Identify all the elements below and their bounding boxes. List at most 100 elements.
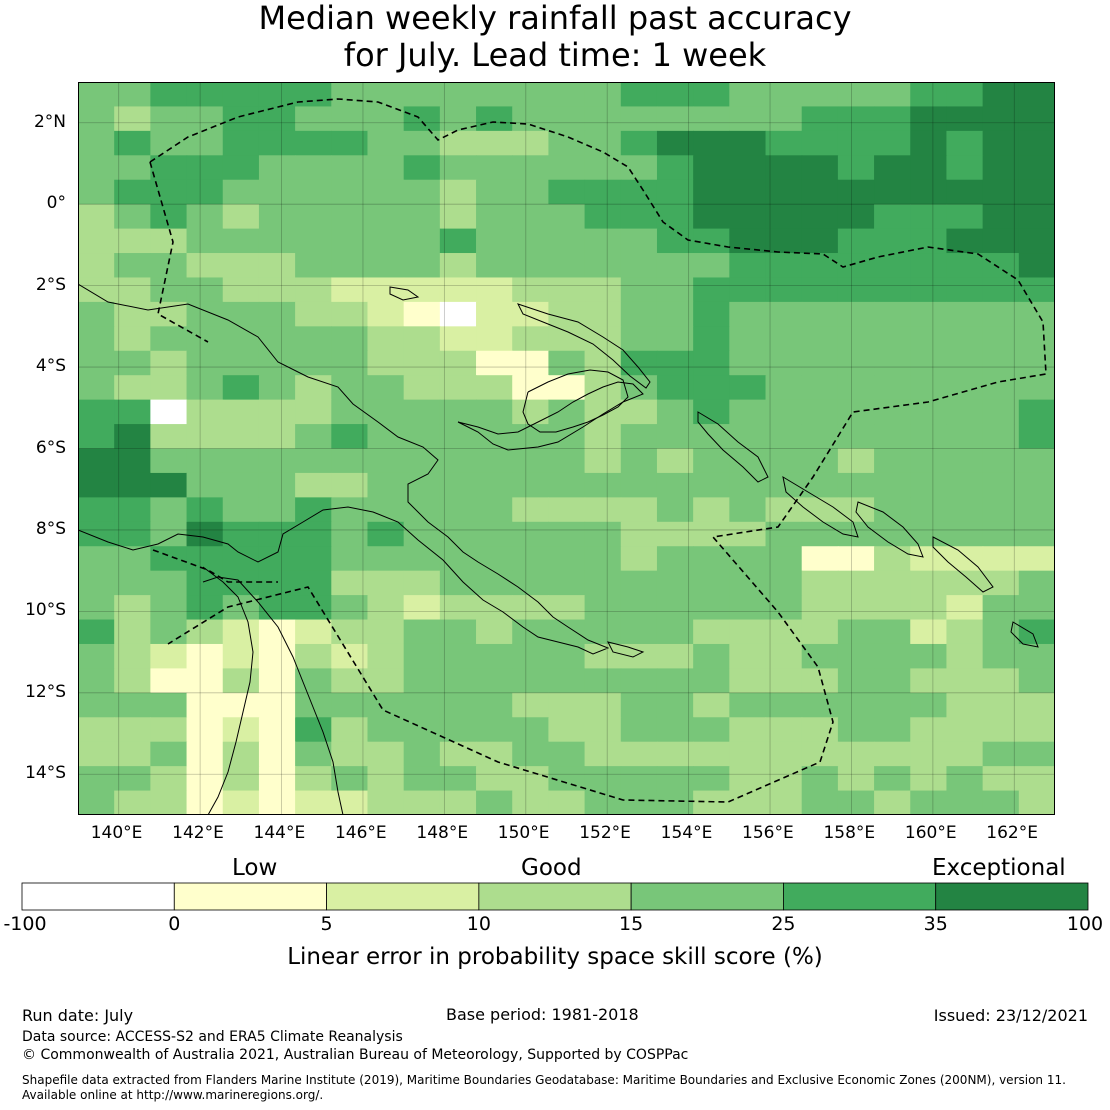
grid-cell	[729, 619, 767, 645]
grid-cell	[656, 595, 694, 621]
grid-cell	[910, 106, 948, 132]
grid-cell	[512, 766, 550, 792]
grid-cell	[693, 106, 730, 132]
grid-cell	[367, 130, 405, 156]
grid-cell	[693, 570, 730, 596]
grid-cell	[837, 448, 875, 474]
grid-cell	[837, 692, 875, 718]
grid-cell	[801, 204, 839, 230]
grid-cell	[584, 497, 622, 523]
grid-cell	[620, 82, 658, 108]
grid-cell	[982, 179, 1020, 205]
grid-cell	[439, 521, 477, 547]
grid-cell	[403, 643, 441, 669]
grid-cell	[295, 741, 332, 767]
grid-cell	[476, 399, 513, 425]
grid-cell	[403, 766, 441, 792]
colorbar-swatch	[173, 882, 327, 911]
grid-cell	[1018, 253, 1056, 279]
grid-cell	[801, 399, 839, 425]
grid-cell	[331, 350, 369, 376]
grid-cell	[946, 717, 984, 743]
grid-cell	[403, 130, 441, 156]
grid-cell	[476, 521, 513, 547]
coastline-solomons-a	[782, 475, 859, 538]
grid-cell	[476, 668, 513, 694]
grid-cell	[982, 448, 1020, 474]
grid-cell	[620, 228, 658, 254]
grid-cell	[403, 301, 441, 327]
grid-cell	[222, 253, 260, 279]
grid-cell	[331, 790, 369, 816]
grid-cell	[258, 350, 296, 376]
grid-cell	[765, 399, 803, 425]
grid-cell	[620, 643, 658, 669]
grid-cell	[1018, 130, 1056, 156]
grid-cell	[114, 595, 151, 621]
grid-cell	[258, 643, 296, 669]
grid-cell	[910, 570, 948, 596]
grid-cell	[837, 595, 875, 621]
grid-cell	[114, 692, 151, 718]
grid-cell	[476, 741, 513, 767]
grid-cell	[114, 448, 151, 474]
grid-cell	[801, 326, 839, 352]
grid-cell	[584, 595, 622, 621]
grid-cell	[693, 326, 730, 352]
grid-cell	[982, 790, 1020, 816]
grid-cell	[222, 790, 260, 816]
grid-cell	[439, 717, 477, 743]
grid-cell	[946, 741, 984, 767]
grid-cell	[222, 326, 260, 352]
grid-cell	[295, 521, 332, 547]
grid-cell	[874, 692, 911, 718]
copyright-notice: © Commonwealth of Australia 2021, Austra…	[22, 1047, 689, 1063]
grid-cell	[946, 277, 984, 303]
grid-cell	[186, 546, 224, 572]
eez-png-west	[149, 161, 209, 343]
grid-cell	[1018, 277, 1056, 303]
grid-cell	[620, 790, 658, 816]
grid-cell	[150, 106, 188, 132]
grid-cell	[656, 570, 694, 596]
grid-cell	[910, 521, 948, 547]
grid-cell	[512, 399, 550, 425]
grid-cell	[801, 228, 839, 254]
grid-cell	[222, 546, 260, 572]
grid-cell	[874, 228, 911, 254]
longitude-tick-label: 158°E	[823, 823, 876, 843]
grid-cell	[114, 326, 151, 352]
grid-cell	[982, 497, 1020, 523]
grid-cell	[476, 546, 513, 572]
grid-cell	[512, 595, 550, 621]
grid-cell	[114, 301, 151, 327]
grid-cell	[765, 204, 803, 230]
grid-cell	[1018, 350, 1056, 376]
grid-cell	[548, 277, 586, 303]
grid-cell	[946, 424, 984, 450]
grid-cell	[946, 619, 984, 645]
grid-cell	[548, 741, 586, 767]
grid-cell	[620, 448, 658, 474]
grid-cell	[874, 472, 911, 498]
grid-cell	[837, 155, 875, 181]
grid-cell	[946, 375, 984, 401]
grid-cell	[584, 326, 622, 352]
grid-cell	[946, 301, 984, 327]
grid-cell	[982, 717, 1020, 743]
grid-cell	[620, 155, 658, 181]
grid-cell	[1018, 448, 1056, 474]
grid-cell	[765, 106, 803, 132]
chart-title-line-1: Median weekly rainfall past accuracy	[258, 0, 852, 37]
grid-cell	[222, 155, 260, 181]
grid-cell	[910, 204, 948, 230]
grid-cell	[656, 619, 694, 645]
grid-cell	[367, 668, 405, 694]
map-gridlines	[78, 82, 1055, 815]
grid-cell	[150, 643, 188, 669]
grid-cell	[114, 106, 151, 132]
coastline-cape-york	[202, 576, 344, 816]
grid-cell	[801, 595, 839, 621]
grid-cell	[114, 82, 151, 108]
grid-cell	[78, 619, 115, 645]
